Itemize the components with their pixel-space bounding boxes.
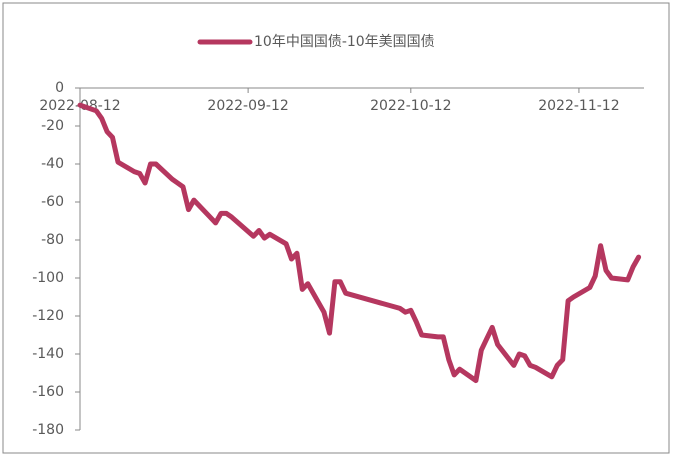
x-tick-label: 2022-10-12 (370, 98, 451, 114)
y-tick-label: 0 (55, 80, 64, 96)
x-tick-label: 2022-09-12 (207, 98, 288, 114)
legend-label: 10年中国国债-10年美国国债 (254, 34, 435, 50)
y-tick-label: -100 (32, 270, 64, 286)
y-tick-label: -80 (41, 232, 64, 248)
y-tick-label: -160 (32, 384, 64, 400)
y-tick-label: -180 (32, 422, 64, 438)
y-tick-label: -40 (41, 156, 64, 172)
y-tick-label: -140 (32, 346, 64, 362)
x-tick-label: 2022-11-12 (538, 98, 619, 114)
y-tick-label: -120 (32, 308, 64, 324)
frame (2, 2, 670, 454)
y-tick-label: -60 (41, 194, 64, 210)
y-tick-label: -20 (41, 118, 64, 134)
series-line (77, 102, 642, 384)
